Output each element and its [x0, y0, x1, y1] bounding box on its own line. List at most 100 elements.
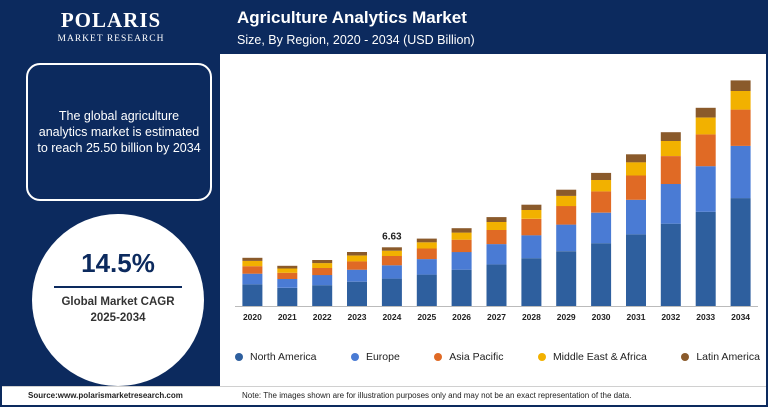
- bar-segment-latin-america-2033: [695, 107, 716, 118]
- bar-segment-middle-east-africa-2022: [312, 263, 333, 268]
- x-tick-label-2020: 2020: [243, 312, 262, 322]
- bar-segment-middle-east-africa-2028: [521, 210, 542, 219]
- bar-segment-asia-pacific-2031: [626, 175, 646, 200]
- legend-swatch-europe: [350, 353, 359, 361]
- bar-segment-north-america-2026: [451, 269, 472, 306]
- bar-segment-latin-america-2029: [556, 189, 577, 196]
- bar-segment-asia-pacific-2025: [416, 248, 437, 260]
- x-tick-label-2024: 2024: [382, 312, 401, 322]
- bar-segment-north-america-2020: [242, 284, 263, 306]
- cagr-label: Global Market CAGR 2025-2034: [32, 294, 204, 326]
- bar-segment-latin-america-2025: [416, 238, 437, 243]
- bar-segment-europe-2023: [347, 269, 367, 282]
- market-estimate-text: The global agriculture analytics market …: [37, 109, 201, 155]
- data-label-2024: 6.63: [382, 231, 402, 242]
- bar-segment-north-america-2028: [521, 258, 542, 306]
- bar-segment-north-america-2033: [695, 211, 716, 306]
- bar-segment-middle-east-africa-2034: [730, 91, 751, 110]
- x-tick-label-2034: 2034: [731, 312, 750, 322]
- bar-segment-asia-pacific-2026: [451, 239, 472, 253]
- x-tick-label-2025: 2025: [417, 312, 436, 322]
- x-tick-label-2033: 2033: [696, 312, 715, 322]
- legend-swatch-latin-america: [681, 353, 690, 361]
- x-tick-label-2021: 2021: [278, 312, 297, 322]
- x-tick-label-2028: 2028: [522, 312, 541, 322]
- bar-segment-latin-america-2026: [451, 228, 472, 233]
- bar-segment-asia-pacific-2033: [695, 134, 716, 167]
- bar-segment-middle-east-africa-2029: [556, 195, 577, 207]
- footer: Source:www.polarismarketresearch.com Not…: [2, 386, 766, 405]
- bar-segment-north-america-2023: [347, 281, 367, 306]
- bar-segment-europe-2024: [381, 265, 402, 279]
- bar-segment-middle-east-africa-2032: [660, 141, 681, 156]
- bar-segment-north-america-2031: [626, 234, 646, 306]
- bar-segment-asia-pacific-2023: [347, 261, 367, 270]
- bar-segment-latin-america-2027: [486, 217, 507, 222]
- bar-segment-latin-america-2031: [626, 154, 646, 163]
- bar-segment-europe-2025: [416, 259, 437, 275]
- chart-title: Agriculture Analytics Market: [237, 8, 467, 27]
- bar-segment-north-america-2021: [277, 287, 298, 306]
- bar-segment-europe-2031: [626, 199, 646, 235]
- cagr-badge: 14.5% Global Market CAGR 2025-2034: [32, 214, 204, 386]
- bar-segment-asia-pacific-2027: [486, 229, 507, 245]
- cagr-divider: [54, 286, 182, 288]
- bar-segment-middle-east-africa-2020: [242, 260, 263, 267]
- cagr-label-line1: Global Market CAGR: [61, 296, 175, 308]
- x-tick-label-2030: 2030: [592, 312, 611, 322]
- legend-item-europe: Europe: [350, 351, 400, 363]
- legend-label-middle-east-africa: Middle East & Africa: [552, 351, 647, 363]
- bar-segment-asia-pacific-2030: [591, 191, 612, 213]
- bar-segment-north-america-2022: [312, 285, 333, 306]
- bar-segment-asia-pacific-2024: [381, 256, 402, 266]
- logo-name: POLARIS: [60, 8, 162, 32]
- chart-legend: North America Europe Asia Pacific Middle Ea…: [235, 351, 760, 363]
- bar-segment-europe-2027: [486, 244, 507, 265]
- bar-segment-latin-america-2024: [381, 247, 402, 251]
- x-tick-label-2026: 2026: [452, 312, 471, 322]
- bar-segment-latin-america-2023: [347, 252, 367, 256]
- bar-segment-europe-2029: [556, 224, 577, 252]
- bar-segment-latin-america-2020: [242, 257, 263, 261]
- bar-segment-middle-east-africa-2025: [416, 242, 437, 249]
- legend-label-latin-america: Latin America: [696, 351, 760, 363]
- bar-segment-north-america-2034: [730, 198, 751, 306]
- bar-segment-asia-pacific-2020: [242, 266, 263, 274]
- bar-segment-north-america-2027: [486, 264, 507, 306]
- bar-segment-asia-pacific-2034: [730, 109, 751, 146]
- bar-segment-latin-america-2021: [277, 265, 298, 269]
- logo-tagline: MARKET RESEARCH: [57, 34, 165, 44]
- legend-label-asia-pacific: Asia Pacific: [449, 351, 504, 363]
- source-text: Source:www.polarismarketresearch.com: [28, 391, 183, 400]
- stacked-bar-chart: 2020 2021 2022 2023 2024 6.63 2025 2026 2027 2028…: [235, 80, 758, 322]
- bar-segment-europe-2020: [242, 273, 263, 285]
- bar-segment-europe-2022: [312, 275, 333, 286]
- bar-segment-asia-pacific-2022: [312, 268, 333, 276]
- bar-segment-latin-america-2034: [730, 80, 751, 91]
- x-tick-label-2031: 2031: [627, 312, 646, 322]
- bar-segment-middle-east-africa-2031: [626, 162, 646, 176]
- bar-segment-europe-2028: [521, 235, 542, 259]
- x-tick-label-2022: 2022: [313, 312, 332, 322]
- bar-segment-north-america-2025: [416, 274, 437, 306]
- bar-segment-asia-pacific-2021: [277, 272, 298, 279]
- bar-segment-asia-pacific-2028: [521, 218, 542, 236]
- x-tick-label-2032: 2032: [661, 312, 680, 322]
- bar-segment-middle-east-africa-2023: [347, 255, 367, 262]
- bar-segment-middle-east-africa-2027: [486, 222, 507, 230]
- bar-segment-europe-2032: [660, 183, 681, 224]
- legend-item-middle-east-africa: Middle East & Africa: [537, 351, 647, 363]
- bar-segment-north-america-2029: [556, 251, 577, 306]
- legend-label-europe: Europe: [365, 351, 400, 363]
- chart-header: Agriculture Analytics Market Size, By Re…: [220, 2, 766, 54]
- bar-segment-north-america-2030: [591, 243, 612, 306]
- bar-segment-europe-2033: [695, 166, 716, 212]
- x-tick-label-2029: 2029: [557, 312, 576, 322]
- legend-item-latin-america: Latin America: [681, 351, 760, 363]
- market-estimate-box: The global agriculture analytics market …: [26, 63, 212, 201]
- bar-segment-europe-2026: [451, 252, 472, 270]
- legend-item-asia-pacific: Asia Pacific: [434, 351, 504, 363]
- bar-segment-europe-2021: [277, 279, 298, 288]
- bar-segment-middle-east-africa-2021: [277, 268, 298, 273]
- disclaimer-note: Note: The images shown are for illustrat…: [242, 391, 632, 400]
